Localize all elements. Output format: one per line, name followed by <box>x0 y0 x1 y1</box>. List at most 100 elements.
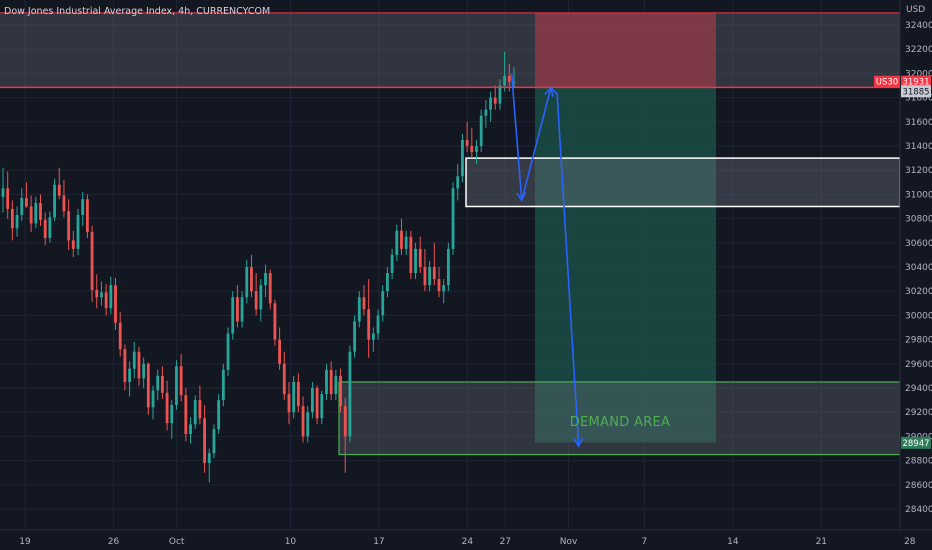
x-tick-label: 7 <box>641 537 647 547</box>
candle-body <box>254 291 258 310</box>
stop-loss-zone <box>535 12 716 88</box>
y-tick-label: 32000 <box>905 69 932 79</box>
candle-body <box>240 297 244 322</box>
y-tick-label: 29200 <box>905 408 932 418</box>
candle-body <box>109 285 113 309</box>
x-tick-label: Nov <box>560 537 578 547</box>
last-price-badge: 31931 <box>902 78 929 88</box>
candle-body <box>428 267 432 286</box>
last-price-badge-bg <box>901 75 931 88</box>
candle-body <box>100 292 103 298</box>
candle-body <box>142 363 146 379</box>
candle-body <box>193 400 197 425</box>
candle-body <box>498 85 502 104</box>
candle-body <box>81 199 85 215</box>
candle-body <box>409 236 413 274</box>
candle-body <box>461 139 464 177</box>
candle-body <box>475 146 478 153</box>
chart-title: Dow Jones Industrial Average Index, 4h, … <box>4 6 270 17</box>
candle-body <box>71 240 75 249</box>
candle-body <box>137 351 141 379</box>
candle-body <box>353 321 357 352</box>
candle-body <box>264 273 267 286</box>
y-tick-label: 30200 <box>905 287 932 297</box>
candle-body <box>156 375 160 391</box>
candle-body <box>273 303 277 340</box>
candle-body <box>1 188 5 197</box>
candle-body <box>245 267 249 298</box>
candle-body <box>170 404 174 424</box>
candle-body <box>221 369 225 401</box>
zones <box>0 12 901 456</box>
candle-body <box>151 390 155 408</box>
candle-body <box>226 333 230 370</box>
candle-body <box>39 202 42 220</box>
entry-price-badge-bg <box>901 85 931 98</box>
candle-body <box>235 297 239 322</box>
currency-label: USD <box>906 5 925 15</box>
candle-body <box>371 333 375 340</box>
candle-body <box>118 322 122 350</box>
candle-body <box>165 392 169 424</box>
candle-body <box>437 279 441 292</box>
candle-body <box>90 231 94 290</box>
grid <box>0 0 911 530</box>
y-tick-label: 31400 <box>905 142 932 152</box>
candle-body <box>231 297 235 334</box>
x-axis-panel <box>0 530 932 550</box>
candle-body <box>381 291 385 316</box>
candle-body <box>367 309 371 340</box>
candle-body <box>334 375 338 395</box>
x-tick-label: 28 <box>904 537 916 547</box>
candle-body <box>493 97 497 104</box>
supply-zone-box <box>465 157 901 208</box>
y-tick-label: 29800 <box>905 336 932 346</box>
y-tick-label: 29400 <box>905 384 932 394</box>
symbol-badge: US30 <box>876 78 898 88</box>
candle-body <box>301 406 305 437</box>
candle-body <box>57 184 61 196</box>
candle-body <box>278 339 282 364</box>
candle-body <box>123 349 127 382</box>
candle-body <box>479 115 483 146</box>
candle-body <box>287 394 291 413</box>
x-tick-label: 21 <box>816 537 827 547</box>
x-ticks: 19 26 Oct 10 17 24 27 Nov 7 14 21 28 <box>19 537 916 547</box>
upper-range-box <box>0 12 900 88</box>
demand-area-label: DEMAND AREA <box>570 415 671 430</box>
candle-body <box>6 188 10 209</box>
x-tick-label: 24 <box>462 537 474 547</box>
candle-body <box>484 109 488 116</box>
candle-body <box>160 375 164 393</box>
x-tick-label: 17 <box>373 537 384 547</box>
candle-body <box>446 248 450 286</box>
candle-body <box>414 248 417 274</box>
candle-body <box>29 206 33 224</box>
candle-body <box>362 297 366 310</box>
candle-body <box>503 75 507 86</box>
candle-body <box>114 285 117 323</box>
candle-body <box>48 217 52 238</box>
x-tick-label: 27 <box>500 537 511 547</box>
y-tick-label: 31600 <box>905 118 932 128</box>
candle-body <box>339 375 342 407</box>
y-tick-label: 28800 <box>905 457 932 467</box>
candle-body <box>311 388 314 413</box>
candle-body <box>507 75 511 82</box>
candle-body <box>348 351 352 437</box>
candle-body <box>400 230 403 249</box>
candle-body <box>34 202 38 224</box>
candle-body <box>207 453 211 464</box>
y-tick-label: 30800 <box>905 215 932 225</box>
candles <box>1 51 516 483</box>
candle-body <box>343 406 347 437</box>
candle-body <box>104 292 108 309</box>
candle-body <box>128 368 131 382</box>
projection-arrowhead <box>573 437 584 448</box>
candle-body <box>184 395 188 434</box>
projection-arrowhead <box>516 191 527 203</box>
candle-body <box>132 351 136 369</box>
